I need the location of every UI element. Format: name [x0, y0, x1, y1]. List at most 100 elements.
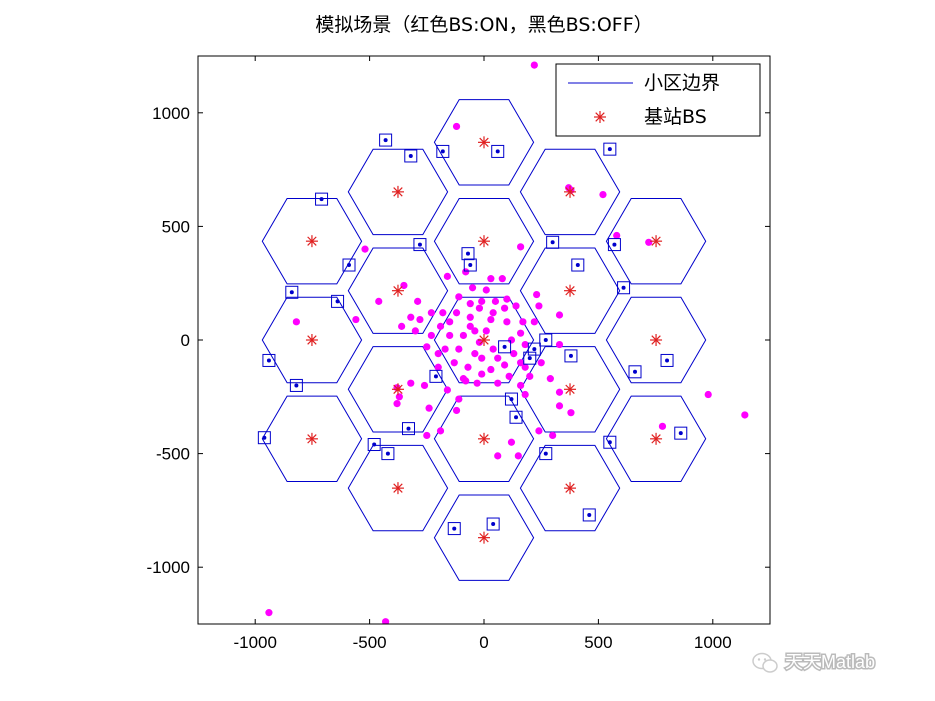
- user-point-76: [507, 336, 516, 344]
- user-point-84: [446, 331, 454, 340]
- user-point-31: [517, 381, 525, 390]
- base-station-0: [478, 334, 490, 346]
- cell-boundary-14: [261, 395, 363, 482]
- user-point-32: [521, 363, 529, 371]
- user-point-60: [489, 309, 497, 317]
- y-tick-label-1: -500: [156, 445, 190, 464]
- user-point-29: [494, 379, 502, 387]
- user-point-73: [464, 363, 472, 371]
- base-station-9: [478, 432, 490, 445]
- selected-user-0: [379, 133, 393, 147]
- cell-boundary-11: [519, 444, 621, 532]
- user-point-43: [494, 452, 502, 460]
- user-point-30: [505, 372, 513, 380]
- user-point-74: [478, 354, 486, 362]
- user-point-69: [407, 313, 415, 321]
- user-point-23: [436, 427, 445, 435]
- user-point-26: [434, 363, 442, 371]
- user-point-35: [521, 390, 529, 399]
- selected-user-37: [447, 522, 461, 536]
- cell-boundary-4: [519, 148, 621, 236]
- user-point-79: [535, 302, 543, 310]
- user-point-36: [537, 359, 545, 367]
- base-station-8: [650, 432, 663, 445]
- user-point-13: [414, 297, 422, 305]
- user-point-58: [519, 318, 527, 326]
- selected-user-1: [404, 149, 418, 163]
- cell-boundary-8: [605, 395, 707, 482]
- base-station-14: [305, 432, 318, 445]
- user-point-55: [498, 275, 506, 283]
- y-tick-label-0: -1000: [147, 558, 190, 577]
- user-point-48: [704, 390, 712, 399]
- user-point-83: [459, 331, 468, 340]
- user-point-102: [459, 375, 468, 383]
- selected-user-24: [523, 351, 537, 365]
- user-point-61: [475, 304, 484, 312]
- x-tick-label-0: -1000: [233, 633, 276, 652]
- user-point-63: [452, 309, 461, 317]
- legend-box: [555, 63, 761, 137]
- selected-user-10: [331, 294, 345, 308]
- user-point-88: [487, 315, 495, 324]
- user-point-18: [393, 400, 401, 408]
- selected-user-29: [367, 438, 381, 452]
- user-point-24: [423, 431, 431, 440]
- selected-user-6: [461, 247, 475, 261]
- x-tick-label-2: 0: [479, 633, 488, 652]
- user-point-51: [443, 272, 451, 280]
- cell-boundary-6: [519, 346, 621, 433]
- cell-boundary-16: [261, 296, 363, 384]
- user-point-39: [555, 402, 564, 410]
- user-point-87: [482, 327, 490, 335]
- selected-user-28: [401, 422, 415, 436]
- wechat-icon: [752, 652, 778, 673]
- user-point-64: [446, 318, 454, 326]
- user-point-82: [471, 327, 479, 335]
- user-point-40: [567, 409, 575, 417]
- user-point-78: [530, 318, 538, 326]
- user-point-90: [478, 297, 486, 305]
- legend-entry-base-station: 基站BS: [644, 106, 707, 128]
- chart-title: 模拟场景（红色BS:ON，黑色BS:OFF）: [315, 14, 652, 36]
- selected-user-33: [603, 435, 617, 449]
- base-station-12: [391, 383, 404, 396]
- user-point-38: [555, 388, 564, 396]
- base-station-11: [564, 482, 577, 495]
- user-point-41: [549, 431, 557, 440]
- user-point-86: [466, 322, 474, 330]
- legend-entry-cell-boundary: 小区边界: [644, 72, 720, 94]
- user-point-7: [361, 245, 369, 253]
- cell-boundary-10: [433, 494, 535, 581]
- base-station-6: [564, 383, 577, 396]
- base-station-17: [305, 235, 318, 248]
- selected-user-36: [486, 517, 500, 531]
- selected-user-9: [285, 285, 299, 299]
- user-point-22: [452, 406, 461, 415]
- user-point-62: [466, 300, 474, 308]
- user-point-4: [599, 190, 607, 199]
- base-station-16: [305, 334, 318, 346]
- selected-user-20: [509, 410, 523, 424]
- user-point-20: [420, 381, 429, 390]
- user-point-81: [555, 340, 564, 349]
- selected-user-26: [628, 365, 642, 379]
- user-point-99: [487, 365, 495, 374]
- user-point-66: [427, 309, 435, 317]
- user-point-93: [517, 329, 525, 337]
- axis-ticks: -1000 -500 0 500 1000 -1000 -500 0 500 1000: [147, 56, 770, 652]
- selected-user-22: [527, 342, 541, 356]
- selected-user-7: [463, 258, 477, 272]
- user-point-100: [500, 361, 509, 369]
- y-tick-label-4: 1000: [152, 104, 190, 123]
- cell-boundary-1: [433, 198, 535, 285]
- user-point-46: [265, 609, 273, 617]
- selected-user-27: [660, 353, 674, 367]
- base-station-4: [564, 185, 577, 198]
- selected-user-5: [413, 238, 427, 252]
- user-point-65: [436, 322, 445, 330]
- user-point-70: [427, 331, 435, 340]
- user-point-12: [398, 322, 406, 330]
- user-point-50: [658, 422, 667, 430]
